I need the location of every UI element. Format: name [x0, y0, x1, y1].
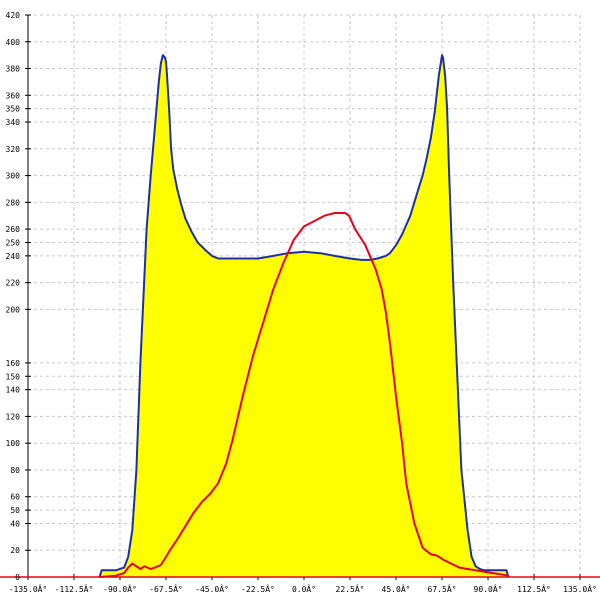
x-tick-label: 67.5Â°	[428, 583, 457, 594]
x-tick-label: 90.0Â°	[474, 583, 503, 594]
x-tick-label: 45.0Â°	[382, 583, 411, 594]
y-tick-label: 320	[6, 145, 21, 154]
y-tick-label: 0	[15, 573, 20, 582]
x-tick-label: 22.5Â°	[336, 583, 365, 594]
series-0-area	[99, 55, 509, 578]
y-tick-label: 80	[10, 466, 20, 475]
y-tick-label: 20	[10, 546, 20, 555]
y-tick-label: 140	[6, 386, 21, 395]
y-tick-label: 300	[6, 172, 21, 181]
x-tick-labels: -135.0Â° -112.5Â° -90.0Â° -67.5Â° -45.0Â° -22…	[9, 583, 597, 594]
y-tick-label: 150	[6, 372, 21, 381]
y-tick-label: 200	[6, 305, 21, 314]
y-tick-label: 240	[6, 252, 21, 261]
x-tick-label: 135.0Â°	[563, 583, 597, 594]
series-0-line	[98, 54, 510, 578]
y-tick-label: 50	[10, 506, 20, 515]
y-tick-label: 380	[6, 65, 21, 74]
x-tick-label: -90.0Â°	[103, 583, 137, 594]
y-tick-labels: 0 20 40 50 60 80 100 120 140 150 160 200 220 240 250 26…	[6, 11, 21, 582]
y-tick-label: 120	[6, 412, 21, 421]
x-tick-label: -67.5Â°	[149, 583, 183, 594]
y-tick-label: 100	[6, 439, 21, 448]
y-tick-label: 420	[6, 11, 21, 20]
x-tick-label: -135.0Â°	[9, 583, 48, 594]
y-tick-label: 40	[10, 519, 20, 528]
y-tick-label: 280	[6, 198, 21, 207]
series-1-line	[99, 212, 509, 578]
x-tick-label: 0.0Â°	[292, 583, 316, 594]
y-tick-label: 220	[6, 279, 21, 288]
y-tick-label: 60	[10, 493, 20, 502]
y-tick-label: 250	[6, 238, 21, 247]
y-tick-label: 400	[6, 38, 21, 47]
y-tick-label: 360	[6, 91, 21, 100]
y-tick-label: 160	[6, 359, 21, 368]
x-tick-label: -22.5Â°	[241, 583, 275, 594]
series-layer	[98, 54, 510, 578]
x-tick-label: -45.0Â°	[195, 583, 229, 594]
y-tick-label: 350	[6, 105, 21, 114]
x-tick-label: 112.5Â°	[517, 583, 551, 594]
y-tick-label: 340	[6, 118, 21, 127]
y-tick-label: 260	[6, 225, 21, 234]
x-tick-label: -112.5Â°	[55, 583, 94, 594]
